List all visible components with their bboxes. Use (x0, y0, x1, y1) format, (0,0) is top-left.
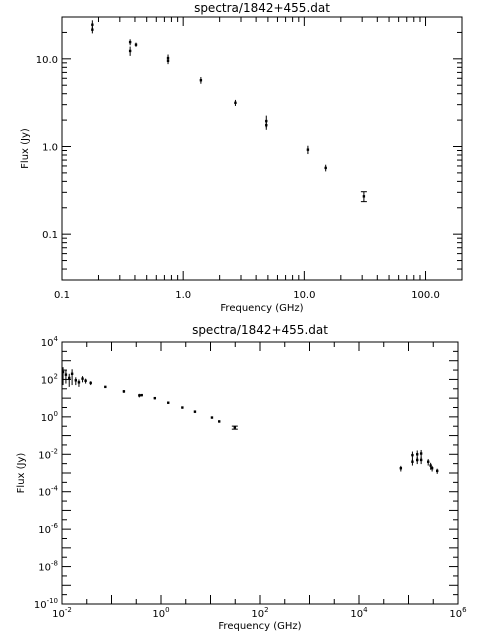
x-tick-label: 0.1 (54, 290, 70, 301)
chart-title: spectra/1842+455.dat (192, 323, 328, 337)
y-tick-label: 10-6 (38, 522, 58, 536)
data-point (210, 416, 214, 419)
data-point (199, 79, 203, 82)
data-point (324, 166, 327, 170)
data-point (218, 420, 221, 423)
data-point (91, 28, 94, 31)
data-point (138, 394, 141, 397)
data-point (429, 464, 432, 467)
data-point (234, 101, 237, 105)
y-axis-label: Flux (Jy) (20, 128, 31, 169)
data-point (64, 373, 68, 376)
y-axis-label: Flux (Jy) (16, 453, 27, 494)
x-axis-label: Frequency (GHz) (218, 621, 301, 632)
data-point (166, 59, 170, 62)
data-point (61, 370, 65, 374)
data-point (167, 401, 170, 404)
chart-title: spectra/1842+455.dat (194, 1, 330, 15)
data-point (416, 458, 419, 462)
data-point (153, 396, 157, 400)
data-point (430, 467, 434, 470)
x-tick-label: 106 (449, 606, 467, 620)
plot-top: spectra/1842+455.dat Frequency (GHz) Flux … (20, 1, 463, 314)
y-tick-label: 1.0 (42, 142, 58, 153)
data-point (128, 40, 132, 44)
data-point (74, 379, 77, 382)
data-point (419, 458, 423, 462)
data-point (362, 195, 366, 198)
x-tick-label: 10.0 (293, 290, 315, 301)
x-axis-label: Frequency (GHz) (220, 303, 303, 314)
data-point (233, 426, 237, 429)
y-tick-label: 10.0 (36, 55, 58, 66)
data-point (81, 377, 84, 380)
data-point (193, 410, 197, 413)
plot-bottom: spectra/1842+455.dat Frequency (GHz) Flux … (16, 323, 467, 632)
data-point (306, 148, 310, 151)
data-point (419, 452, 423, 455)
data-point (77, 381, 81, 384)
data-point (122, 390, 126, 393)
x-tick-label: 1.0 (175, 290, 191, 301)
x-tick-label: 10-2 (52, 606, 72, 620)
y-tick-label: 10-2 (38, 447, 58, 461)
x-tick-label: 102 (251, 606, 268, 620)
x-tick-label: 100 (152, 606, 169, 620)
plot-frame (61, 16, 463, 281)
data-point (84, 379, 87, 382)
data-point (89, 381, 92, 385)
data-point (416, 453, 419, 456)
data-point (426, 460, 430, 463)
data-point (181, 406, 184, 409)
x-tick-label: 100.0 (411, 290, 440, 301)
plot-frame (61, 341, 459, 605)
data-point (435, 469, 439, 473)
data-point (411, 453, 414, 457)
data-point (91, 23, 94, 26)
y-tick-label: 104 (41, 335, 59, 349)
y-tick-label: 0.1 (42, 230, 58, 241)
y-tick-label: 10-8 (38, 560, 58, 574)
x-tick-label: 104 (350, 606, 368, 620)
y-tick-label: 10-10 (34, 597, 58, 611)
data-point (411, 460, 414, 463)
data-point (399, 467, 403, 470)
data-point (68, 376, 71, 380)
y-tick-label: 100 (41, 410, 58, 424)
data-point (134, 43, 138, 46)
y-tick-label: 10-4 (38, 485, 58, 499)
data-point (70, 372, 74, 375)
data-point (140, 393, 143, 397)
y-tick-label: 102 (41, 372, 58, 386)
data-point (265, 123, 268, 127)
data-point (104, 385, 107, 389)
data-point (128, 49, 132, 53)
